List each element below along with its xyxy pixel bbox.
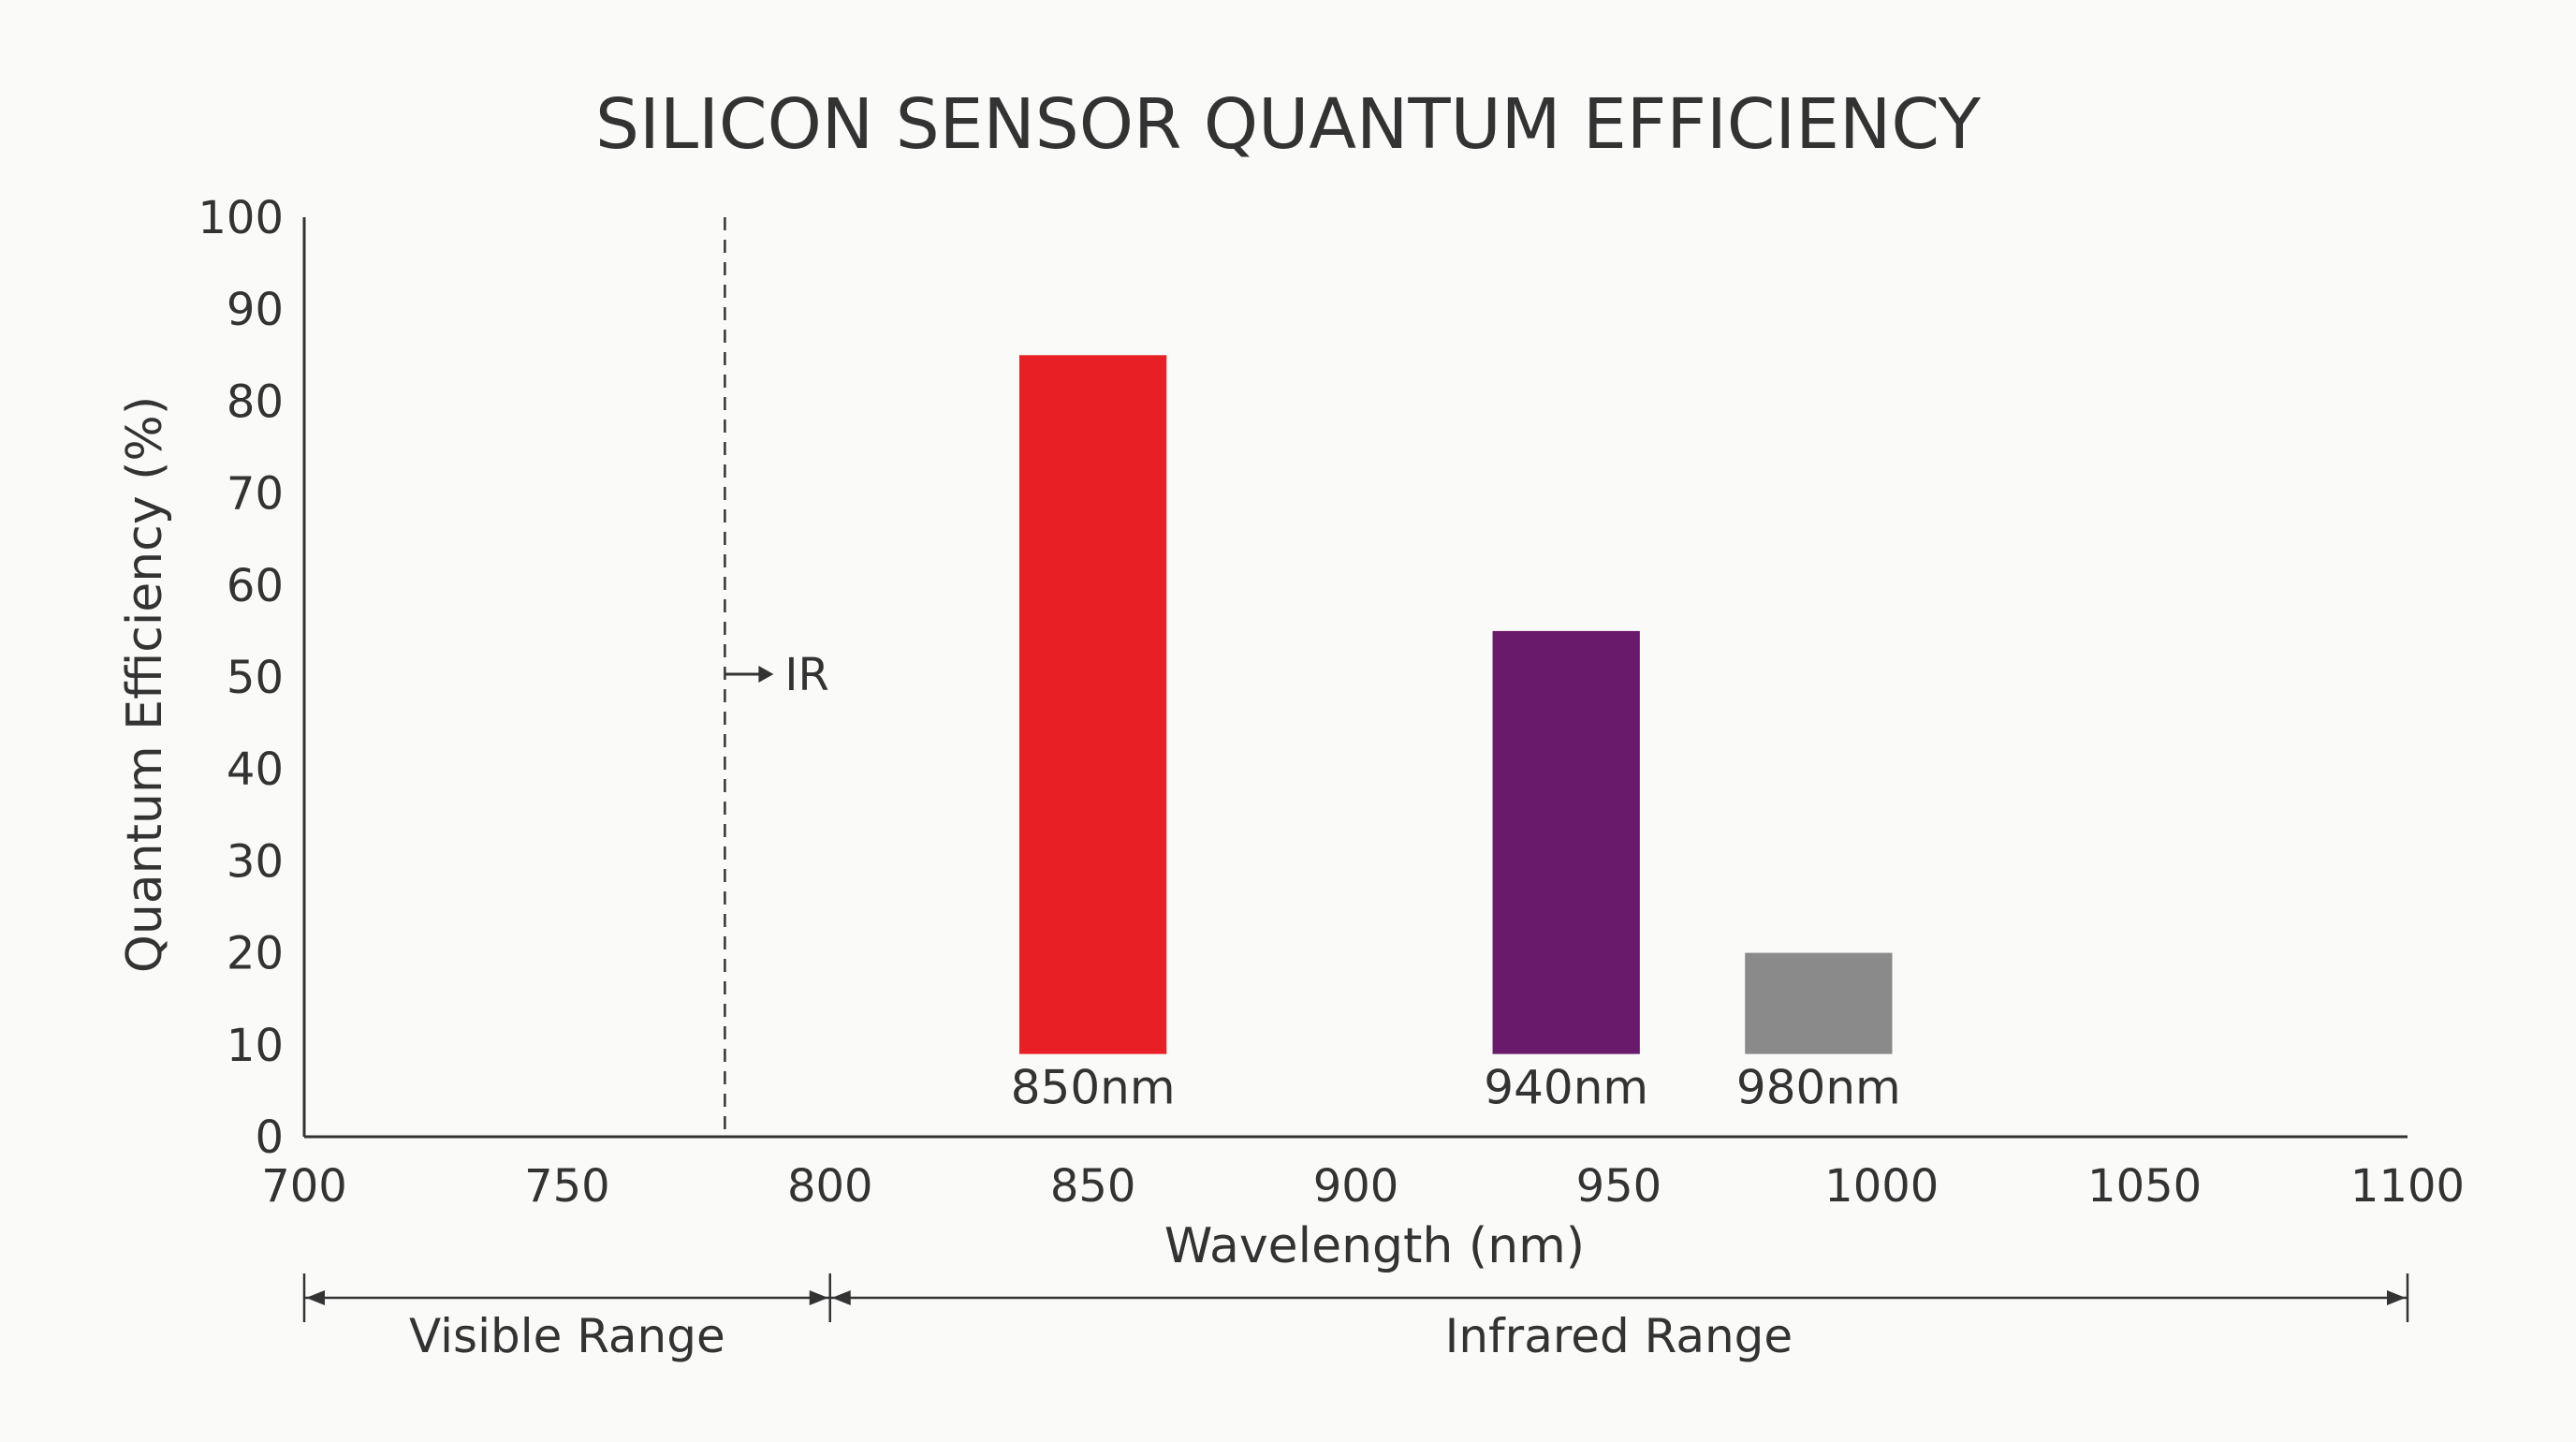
ir-label: IR xyxy=(784,649,829,701)
y-tick-label: 60 xyxy=(227,560,284,612)
visible-range-arrow-right xyxy=(809,1290,828,1305)
bar-label-940nm: 940nm xyxy=(1484,1061,1648,1115)
y-tick-label: 100 xyxy=(198,192,284,244)
infrared-range-label: Infrared Range xyxy=(1445,1309,1793,1363)
axes xyxy=(302,217,2408,1139)
ir-arrow-head xyxy=(758,666,774,683)
x-tick-label: 750 xyxy=(524,1160,610,1213)
x-tick-label: 850 xyxy=(1050,1160,1136,1213)
y-axis-label: Quantum Efficiency (%) xyxy=(117,396,173,973)
x-tick-label: 900 xyxy=(1313,1160,1399,1213)
visible-range-label: Visible Range xyxy=(409,1309,725,1363)
x-tick-label: 700 xyxy=(261,1160,347,1213)
bars: 850nm 940nm 980nm xyxy=(1011,355,1901,1115)
y-tick-label: 10 xyxy=(227,1020,284,1072)
x-tick-label: 800 xyxy=(787,1160,873,1213)
y-tick-label: 90 xyxy=(227,284,284,336)
bar-850nm xyxy=(1018,355,1167,1054)
y-tick-label: 50 xyxy=(227,652,284,704)
y-tick-label: 70 xyxy=(227,468,284,521)
y-tick-label: 30 xyxy=(227,835,284,888)
ir-marker: IR xyxy=(724,217,829,1137)
y-tick-label: 20 xyxy=(227,928,284,980)
infrared-range-arrow-left xyxy=(831,1290,851,1305)
y-tick-label: 80 xyxy=(227,375,284,428)
bar-980nm xyxy=(1745,952,1893,1054)
x-tick-labels: 700 750 800 850 900 950 1000 1050 1100 xyxy=(261,1160,2465,1213)
bar-label-850nm: 850nm xyxy=(1011,1061,1176,1115)
y-tick-label: 0 xyxy=(255,1111,284,1164)
x-tick-label: 1050 xyxy=(2087,1160,2202,1213)
chart-title: SILICON SENSOR QUANTUM EFFICIENCY xyxy=(595,84,1982,165)
x-axis-label: Wavelength (nm) xyxy=(1164,1218,1585,1274)
range-indicators: Visible Range Infrared Range xyxy=(302,1273,2409,1363)
y-tick-labels: 0 10 20 30 40 50 60 70 80 90 100 xyxy=(198,192,284,1164)
x-tick-label: 1100 xyxy=(2350,1160,2465,1213)
visible-range-arrow-left xyxy=(306,1290,325,1305)
y-tick-label: 40 xyxy=(227,743,284,796)
x-tick-label: 950 xyxy=(1576,1160,1662,1213)
bar-label-980nm: 980nm xyxy=(1736,1061,1901,1115)
x-tick-label: 1000 xyxy=(1824,1160,1939,1213)
bar-940nm xyxy=(1492,630,1640,1054)
infrared-range-arrow-right xyxy=(2387,1290,2406,1305)
